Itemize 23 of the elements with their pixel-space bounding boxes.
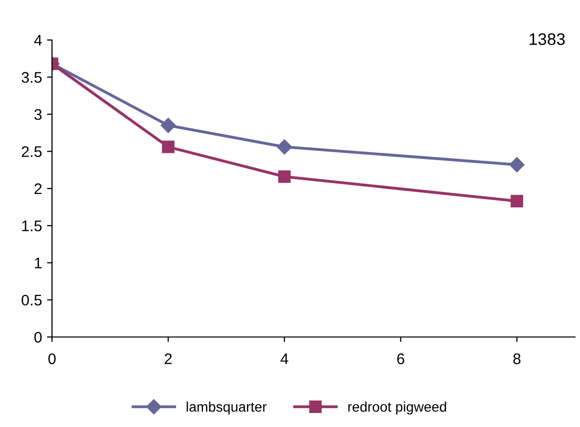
point xyxy=(510,194,524,208)
point xyxy=(276,139,292,154)
y-tick-label: 2.5 xyxy=(22,146,42,158)
legend-label: lambsquarter xyxy=(186,402,267,414)
y-tick-label: 4 xyxy=(34,35,42,46)
point xyxy=(278,170,291,183)
y-tick-label: 1 xyxy=(34,258,42,268)
y-tick-label: 3 xyxy=(34,109,42,120)
y-tick-label: 0.5 xyxy=(22,294,42,306)
legend-label: redroot pigweed xyxy=(348,402,446,414)
y-tick-label: 3.5 xyxy=(22,72,42,83)
y-tick-label: 1.5 xyxy=(22,220,42,232)
y-tick-label: 2 xyxy=(34,183,42,194)
point xyxy=(509,157,524,172)
x-tick-label: 2 xyxy=(164,353,172,364)
x-tick-label: 0 xyxy=(48,353,56,364)
x-tick-label: 8 xyxy=(513,353,520,364)
y-tick-label: 0 xyxy=(34,332,42,343)
x-tick-label: 4 xyxy=(280,354,288,364)
x-tick-label: 6 xyxy=(397,353,404,364)
point xyxy=(162,140,174,154)
point xyxy=(160,118,176,133)
annotation: 1383 xyxy=(530,33,565,46)
